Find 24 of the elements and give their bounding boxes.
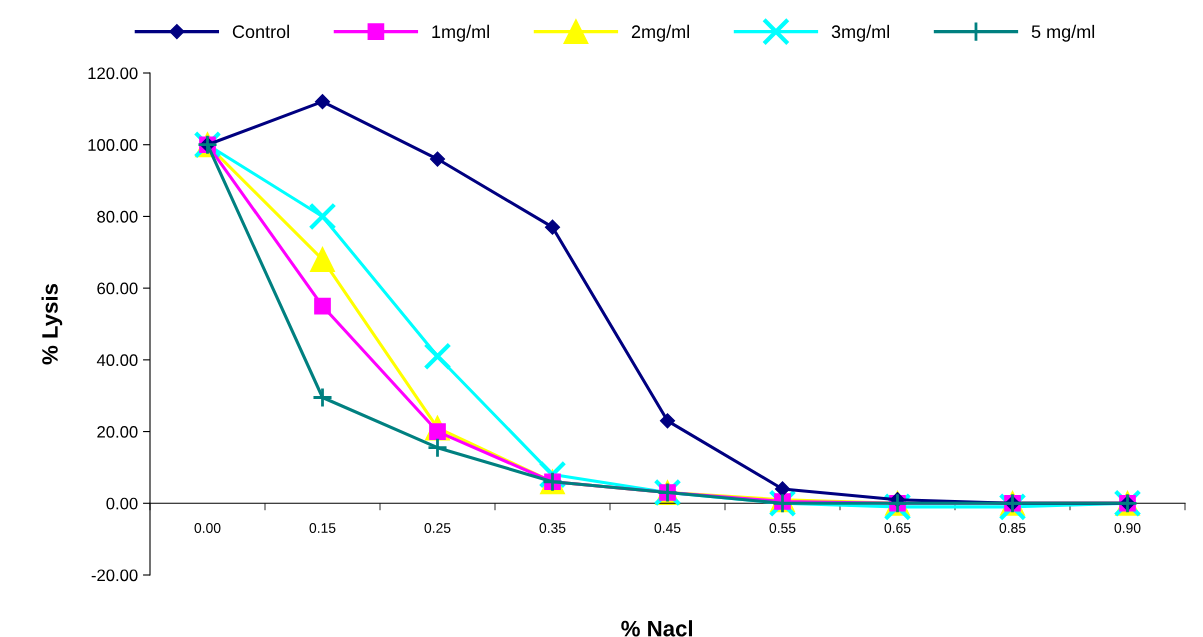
legend-label: 5 mg/ml xyxy=(1031,24,1095,42)
y-tick-label: 0.00 xyxy=(106,497,138,510)
x-tick-label: 0.55 xyxy=(769,523,796,533)
x-tick-label: 0.45 xyxy=(654,523,681,533)
legend-label: 1mg/ml xyxy=(432,24,489,42)
y-tick-label: 60.00 xyxy=(97,282,138,295)
x-tick-label: 0.90 xyxy=(1114,523,1141,533)
x-tick-label: 0.35 xyxy=(539,523,566,533)
y-tick-label: 40.00 xyxy=(96,354,138,367)
y-axis-title: % Lysis xyxy=(41,283,63,365)
x-axis-title: % Nacl xyxy=(621,620,693,637)
x-tick-label: 0.25 xyxy=(424,523,451,533)
legend-label: Control xyxy=(232,24,289,39)
y-tick-label: 120.00 xyxy=(88,67,138,80)
x-tick-label: 0.85 xyxy=(999,523,1026,533)
y-tick-label: 20.00 xyxy=(97,425,138,438)
legend-label: 3mg/ml xyxy=(831,24,890,42)
x-tick-label: 0.65 xyxy=(884,523,911,533)
x-tick-label: 0.15 xyxy=(309,523,336,533)
y-tick-label: 80.00 xyxy=(97,210,138,223)
y-tick-label: -20.00 xyxy=(91,569,138,582)
y-tick-label: 100.00 xyxy=(88,139,138,151)
x-tick-label: 0.00 xyxy=(194,523,221,533)
legend-label: 2mg/ml xyxy=(631,24,689,42)
